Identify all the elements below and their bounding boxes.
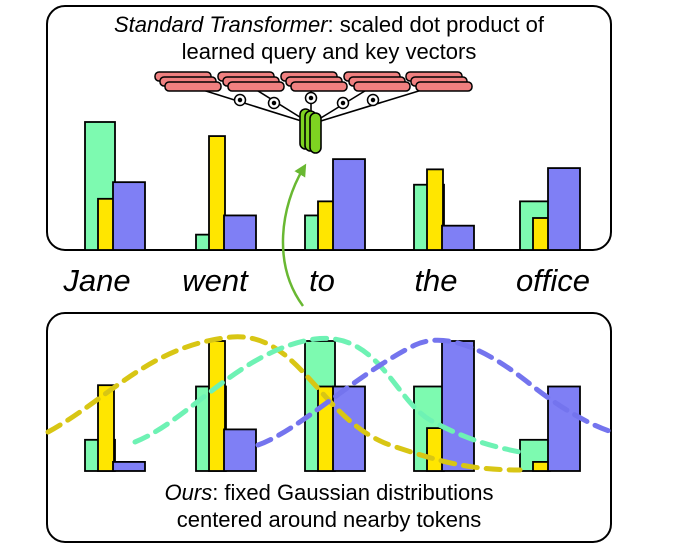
token-to: to	[309, 263, 335, 298]
top-bar-went-yellow	[208, 135, 226, 251]
query-arrow	[281, 163, 307, 307]
dot-product-operators	[233, 91, 380, 110]
top-bar-jane-yellow	[97, 197, 115, 251]
top-bar-to-yellow	[317, 200, 335, 251]
top-bar-to-blue	[332, 158, 366, 251]
top-bar-office-blue	[547, 167, 581, 251]
dot-operator-icon	[233, 93, 247, 107]
token-went: went	[182, 263, 249, 298]
top-caption-emphasis: Standard Transformer	[114, 12, 329, 37]
dot-operator-icon	[366, 93, 380, 107]
token-row: Jane went to the office	[62, 263, 590, 298]
bottom-caption-line1: Ours: fixed Gaussian distributions	[165, 480, 494, 505]
bottom-bar-office-blue	[547, 385, 581, 472]
gaussian-curve-blue	[255, 337, 615, 448]
gaussian-curve-yellow	[45, 334, 523, 473]
dot-operator-icon	[336, 96, 350, 110]
bottom-bar-office-yellow	[532, 460, 550, 472]
bottom-bar-went-yellow	[208, 340, 226, 472]
key-vector-stack-went	[217, 71, 285, 92]
gaussian-curves	[45, 334, 615, 473]
top-caption-line1: Standard Transformer: scaled dot product…	[114, 12, 545, 37]
bottom-bar-jane-blue	[112, 460, 146, 472]
dot-operator-icon	[304, 91, 318, 105]
token-jane: Jane	[62, 263, 130, 298]
bottom-bar-went-blue	[223, 428, 257, 472]
top-bar-office-yellow	[532, 217, 550, 251]
bottom-bar-the-blue	[441, 340, 475, 472]
key-vector-stack-office	[405, 71, 473, 92]
token-office: office	[516, 263, 590, 298]
top-bar-groups	[84, 121, 581, 251]
top-bar-went-blue	[223, 214, 257, 251]
top-bar-jane-blue	[112, 181, 146, 251]
token-the: the	[414, 263, 457, 298]
bottom-bar-groups	[84, 340, 581, 472]
bottom-bar-jane-yellow	[97, 384, 115, 472]
bottom-bar-the-yellow	[426, 427, 444, 472]
dot-operator-icon	[267, 96, 281, 110]
top-caption-rest: : scaled dot product of	[328, 12, 545, 37]
key-vectors	[154, 71, 473, 92]
key-vector-stack-to	[280, 71, 348, 92]
bottom-caption-rest: : fixed Gaussian distributions	[212, 480, 493, 505]
bottom-caption-line2: centered around nearby tokens	[177, 507, 482, 532]
top-bar-the-yellow	[426, 168, 444, 251]
top-caption-line2: learned query and key vectors	[182, 39, 477, 64]
bottom-caption-emphasis: Ours	[165, 480, 213, 505]
top-bar-the-blue	[441, 224, 475, 251]
key-vector-stack-jane	[154, 71, 222, 92]
key-vector-stack-the	[343, 71, 411, 92]
query-vector-stack	[299, 108, 322, 154]
gaussian-curve-green	[132, 335, 523, 455]
